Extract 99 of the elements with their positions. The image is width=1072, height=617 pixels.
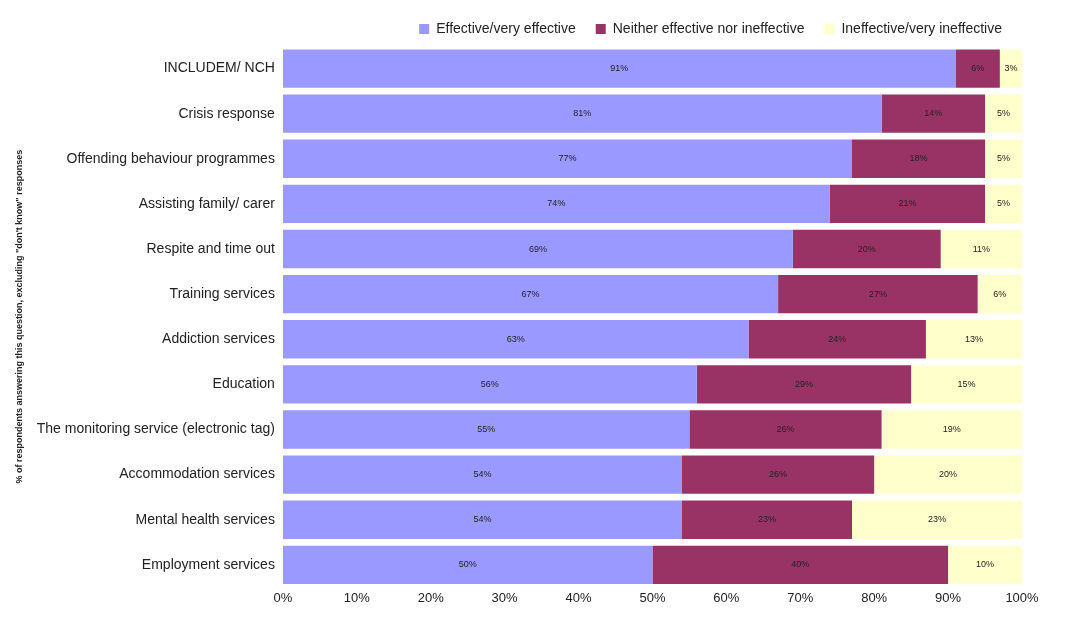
data-label: 91%	[610, 63, 629, 74]
data-label: 56%	[480, 378, 499, 389]
bar	[852, 139, 986, 178]
data-label: 5%	[997, 153, 1011, 164]
data-label: 74%	[547, 198, 566, 209]
data-label: 26%	[769, 469, 788, 480]
bar	[985, 139, 1022, 178]
bar	[282, 500, 683, 539]
data-label: 3%	[1004, 63, 1018, 74]
bar	[792, 229, 941, 269]
x-tick-label: 60%	[713, 589, 740, 605]
bar	[282, 184, 830, 224]
legend-label: Neither effective nor ineffective	[612, 19, 805, 36]
data-label: 6%	[993, 288, 1007, 299]
legend-label: Effective/very effective	[436, 19, 576, 36]
data-label: 26%	[776, 423, 795, 434]
data-label: 23%	[928, 514, 947, 525]
bar	[881, 410, 1022, 449]
bar	[696, 365, 912, 404]
data-label: 23%	[758, 514, 777, 525]
y-tick-label: Offending behaviour programmes	[66, 149, 275, 166]
x-tick-label: 10%	[343, 589, 371, 605]
x-tick-label: 30%	[491, 589, 519, 605]
bar	[282, 229, 793, 269]
bar	[874, 455, 1022, 494]
data-label: 14%	[924, 108, 943, 119]
bar	[282, 274, 779, 314]
bar	[282, 139, 853, 178]
data-label: 24%	[828, 333, 847, 344]
y-tick-label: Assisting family/ carer	[138, 194, 276, 211]
data-label: 20%	[939, 469, 958, 480]
x-tick-label: 20%	[417, 589, 445, 605]
data-label: 20%	[857, 243, 876, 254]
y-tick-label: INCLUDEM/ NCH	[163, 59, 275, 76]
data-label: 10%	[976, 559, 995, 570]
bar	[748, 320, 926, 359]
bar	[977, 274, 1022, 314]
bar	[282, 94, 882, 133]
bar	[282, 455, 683, 494]
data-label: 29%	[794, 378, 813, 389]
data-label: 81%	[573, 108, 592, 119]
bar	[652, 545, 949, 585]
data-label: 15%	[957, 378, 976, 389]
x-tick-label: 40%	[565, 589, 592, 605]
data-label: 13%	[964, 333, 983, 344]
bar	[282, 320, 749, 359]
bar	[940, 229, 1022, 269]
bar	[682, 500, 853, 539]
x-tick-label: 70%	[787, 589, 814, 605]
legend-label: Ineffective/very ineffective	[841, 19, 1003, 36]
y-tick-label: Mental health services	[135, 510, 275, 527]
bar	[985, 94, 1022, 133]
y-tick-label: Respite and time out	[146, 239, 276, 256]
bar	[282, 545, 653, 585]
bar	[911, 365, 1022, 404]
bar	[999, 49, 1022, 88]
y-tick-label: Accommodation services	[119, 465, 275, 482]
data-label: 21%	[898, 198, 917, 209]
y-tick-label: Crisis response	[178, 104, 276, 121]
data-label: 19%	[942, 423, 961, 434]
data-label: 54%	[473, 469, 492, 480]
y-axis-title: % of respondents answering this question, excluding "don't know" responses	[13, 149, 24, 484]
x-tick-label: 0%	[273, 589, 293, 605]
y-tick-label: Education	[212, 375, 275, 392]
data-label: 5%	[997, 198, 1011, 209]
x-tick-label: 90%	[935, 589, 962, 605]
bar	[948, 545, 1022, 585]
bar	[881, 94, 986, 133]
bar	[282, 365, 697, 404]
data-label: 27%	[868, 288, 887, 299]
data-label: 55%	[477, 423, 496, 434]
y-tick-label: Addiction services	[162, 330, 275, 347]
x-tick-label: 100%	[1005, 589, 1040, 605]
x-tick-label: 50%	[639, 589, 666, 605]
y-tick-label: Employment services	[141, 555, 275, 572]
bar	[282, 49, 956, 88]
data-label: 5%	[997, 108, 1011, 119]
data-label: 77%	[558, 153, 577, 164]
bar	[689, 410, 882, 449]
x-tick-label: 80%	[861, 589, 888, 605]
data-label: 50%	[458, 559, 477, 570]
data-label: 69%	[528, 243, 547, 254]
data-label: 67%	[521, 288, 540, 299]
data-label: 54%	[473, 514, 492, 525]
y-tick-label: Training services	[169, 285, 275, 301]
bar	[282, 410, 690, 449]
bar	[925, 320, 1022, 359]
bar	[778, 274, 978, 314]
data-label: 6%	[971, 63, 985, 74]
bar	[852, 500, 1022, 539]
data-label: 40%	[791, 559, 810, 570]
bar	[955, 49, 1000, 88]
bar	[682, 455, 875, 494]
y-tick-label: The monitoring service (electronic tag)	[36, 420, 275, 437]
bar	[985, 184, 1022, 224]
data-label: 63%	[506, 333, 525, 344]
data-label: 11%	[972, 243, 991, 254]
bar	[829, 184, 986, 224]
data-label: 18%	[909, 153, 928, 164]
